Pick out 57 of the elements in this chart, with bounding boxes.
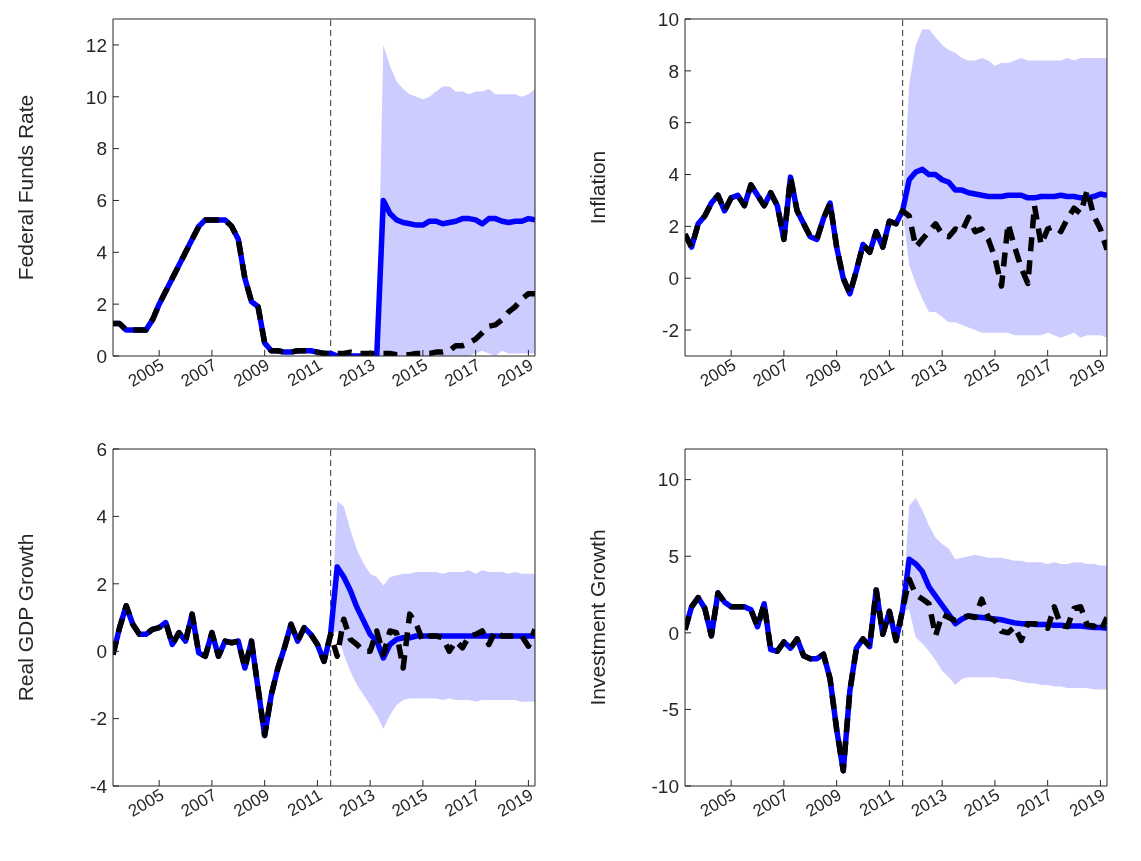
x-tick-label: 2017 — [441, 785, 484, 821]
x-tick-label: 2019 — [1066, 785, 1109, 821]
y-tick-label: 6 — [96, 190, 107, 212]
y-tick-label: 2 — [96, 573, 107, 595]
x-tick-label: 2011 — [856, 785, 898, 821]
y-axis-title: Real GDP Growth — [14, 533, 38, 702]
y-tick-label: 10 — [85, 86, 107, 108]
y-tick-label: 4 — [96, 506, 108, 528]
y-tick-label: -2 — [662, 319, 679, 341]
x-tick-label: 2005 — [124, 785, 168, 821]
y-axis-title: Investment Growth — [586, 529, 610, 706]
y-tick-label: -5 — [662, 699, 679, 721]
x-tick-label: 2013 — [335, 355, 379, 391]
y-tick-label: 6 — [96, 438, 107, 460]
x-tick-label: 2015 — [960, 355, 1003, 391]
y-tick-label: 0 — [96, 345, 107, 367]
x-tick-label: 2013 — [907, 785, 951, 821]
y-axis-title: Inflation — [586, 150, 610, 225]
y-axis-title: Federal Funds Rate — [14, 94, 38, 281]
x-tick-label: 2013 — [907, 355, 951, 391]
x-tick-label: 2009 — [230, 785, 273, 821]
x-tick-label: 2019 — [494, 785, 537, 821]
x-tick-label: 2011 — [856, 355, 898, 391]
y-tick-label: 0 — [668, 267, 679, 289]
x-tick-label: 2005 — [696, 785, 740, 821]
x-tick-label: 2015 — [388, 355, 431, 391]
x-tick-label: 2015 — [960, 785, 1003, 821]
y-tick-label: -10 — [651, 775, 679, 797]
x-tick-label: 2009 — [230, 355, 273, 391]
y-tick-label: 8 — [668, 60, 679, 82]
x-tick-label: 2011 — [284, 785, 326, 821]
y-tick-label: 10 — [657, 469, 679, 491]
y-tick-label: -2 — [90, 708, 107, 730]
x-tick-label: 2017 — [1013, 785, 1056, 821]
y-tick-label: 12 — [85, 34, 107, 56]
y-tick-label: 4 — [668, 164, 680, 186]
y-tick-label: 2 — [668, 216, 679, 238]
y-tick-label: 0 — [96, 640, 107, 662]
y-tick-label: 2 — [96, 293, 107, 315]
x-tick-label: 2017 — [1013, 355, 1056, 391]
y-tick-label: 5 — [668, 545, 679, 567]
y-tick-label: 4 — [96, 242, 108, 264]
y-tick-label: 6 — [668, 112, 679, 134]
y-tick-label: 8 — [96, 138, 107, 160]
x-tick-label: 2019 — [1066, 355, 1109, 391]
x-tick-label: 2019 — [494, 355, 537, 391]
x-tick-label: 2005 — [124, 355, 168, 391]
x-tick-label: 2017 — [441, 355, 484, 391]
x-tick-label: 2013 — [335, 785, 379, 821]
x-tick-label: 2009 — [802, 785, 845, 821]
x-tick-label: 2005 — [696, 355, 740, 391]
y-tick-label: 0 — [668, 622, 679, 644]
x-tick-label: 2009 — [802, 355, 845, 391]
x-tick-label: 2011 — [284, 355, 326, 391]
x-tick-label: 2015 — [388, 785, 431, 821]
y-tick-label: 10 — [657, 8, 679, 30]
y-tick-label: -4 — [90, 775, 108, 797]
